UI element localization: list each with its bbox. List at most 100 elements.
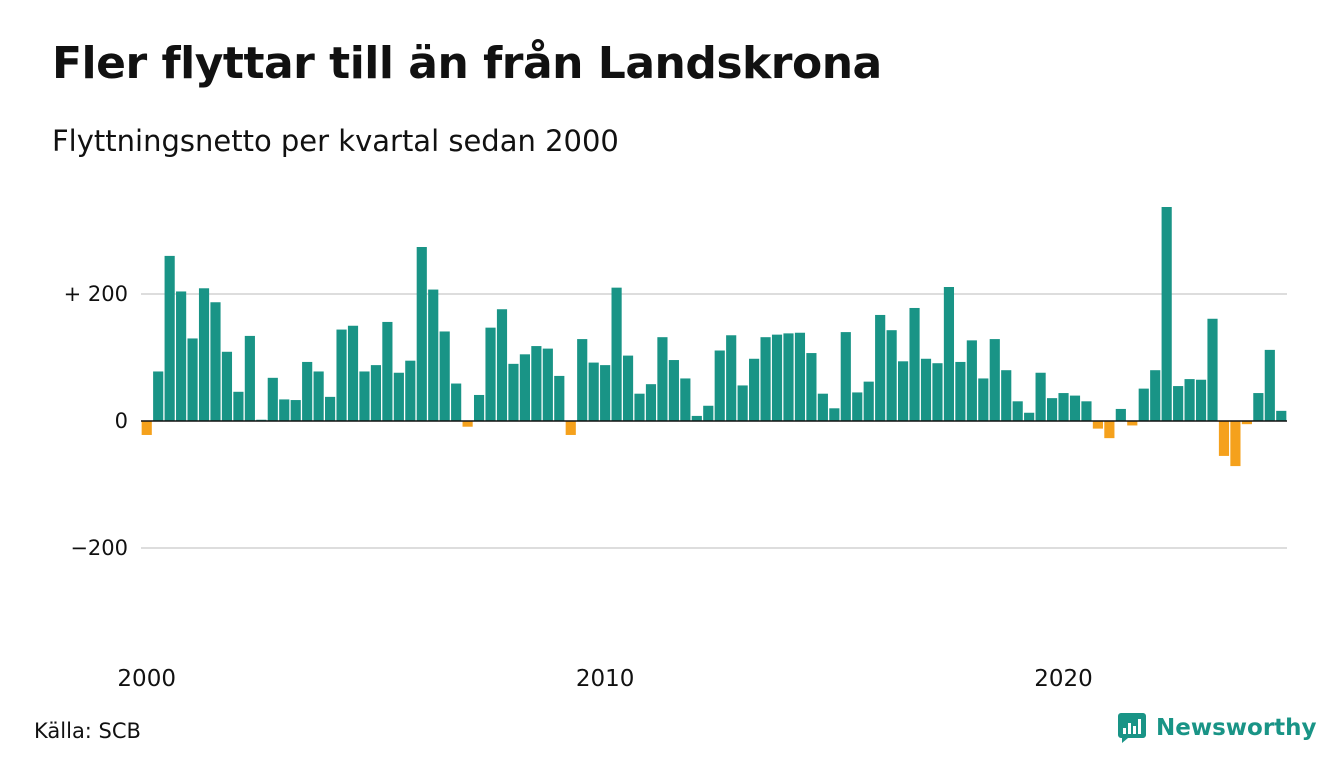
bar	[519, 354, 530, 421]
bar	[760, 337, 771, 421]
bar	[1058, 393, 1069, 421]
bar	[359, 371, 370, 421]
bar	[909, 307, 920, 421]
bar	[634, 393, 645, 421]
bar	[1046, 398, 1058, 421]
bar	[531, 346, 542, 421]
bar	[645, 384, 657, 421]
bar	[1276, 410, 1287, 421]
bar	[955, 361, 966, 421]
bar	[554, 375, 565, 422]
source-note: Källa: SCB	[34, 719, 141, 743]
bar	[382, 321, 393, 421]
bar	[416, 247, 427, 421]
bar	[875, 314, 886, 421]
bar	[680, 378, 691, 421]
bar	[588, 362, 599, 421]
bar	[1081, 401, 1092, 421]
bar	[496, 309, 508, 421]
bar	[577, 339, 588, 421]
bar	[1173, 386, 1184, 421]
bar	[462, 421, 473, 427]
brand-logo: Newsworthy	[1118, 712, 1317, 744]
chart-subtitle: Flyttningsnetto per kvartal sedan 2000	[52, 124, 619, 158]
bar	[1230, 421, 1241, 467]
bar	[279, 399, 290, 421]
bar	[668, 360, 679, 421]
bar	[1161, 207, 1172, 421]
bar	[439, 331, 450, 421]
x-tick-label: 2020	[1034, 666, 1093, 692]
x-tick-label: 2010	[576, 666, 635, 692]
bar	[806, 353, 817, 422]
bar	[989, 339, 1000, 421]
bar	[1069, 395, 1081, 421]
bar	[176, 291, 187, 421]
brand-name: Newsworthy	[1156, 715, 1317, 741]
bar	[347, 325, 359, 421]
bar	[187, 338, 198, 421]
bar	[153, 371, 164, 421]
bar	[886, 330, 897, 421]
bar	[370, 365, 382, 421]
bar	[233, 391, 244, 421]
bar	[1138, 388, 1149, 421]
bar	[863, 381, 874, 421]
bar	[290, 400, 301, 422]
chart-title: Fler flyttar till än från Landskrona	[52, 38, 882, 89]
bar	[691, 415, 702, 421]
bar	[542, 348, 553, 421]
bar	[336, 329, 347, 421]
bar-chart-speech-bubble-icon	[1118, 713, 1146, 743]
bar	[898, 361, 909, 421]
bar	[622, 355, 634, 422]
bar	[943, 287, 955, 421]
bar	[1035, 372, 1046, 421]
bar	[726, 335, 737, 421]
bar	[1024, 412, 1035, 422]
y-tick-label: 0	[115, 409, 128, 433]
bar	[920, 358, 932, 421]
bar	[451, 383, 462, 421]
y-tick-label: + 200	[64, 282, 128, 306]
bar	[703, 405, 714, 421]
bar	[244, 335, 255, 421]
bar	[600, 365, 611, 421]
bar	[749, 358, 760, 421]
bar	[829, 408, 840, 421]
bar	[325, 396, 336, 421]
bar	[1184, 379, 1195, 421]
bar	[221, 351, 233, 421]
bar	[852, 392, 863, 421]
bar	[1104, 421, 1115, 439]
bar	[405, 360, 416, 422]
bar	[932, 363, 943, 421]
bar	[1001, 370, 1012, 421]
bar	[1264, 349, 1275, 421]
bar	[1241, 421, 1252, 425]
bar	[141, 421, 152, 435]
bar	[1218, 421, 1230, 456]
bars	[141, 207, 1287, 467]
bar	[302, 361, 313, 421]
bar	[428, 289, 439, 421]
bar	[198, 288, 210, 421]
bar	[1253, 393, 1264, 421]
x-tick-label: 2000	[117, 666, 176, 692]
bar	[508, 363, 519, 421]
bar	[393, 372, 404, 421]
bar	[565, 421, 576, 435]
bar	[1195, 379, 1207, 421]
bar	[817, 393, 828, 421]
bar	[485, 327, 496, 421]
bar	[657, 337, 668, 421]
bar	[978, 378, 989, 421]
bar	[783, 333, 794, 421]
bar	[473, 394, 485, 421]
bar	[1150, 370, 1161, 421]
y-tick-label: −200	[70, 536, 128, 560]
bar	[794, 332, 806, 422]
bar	[966, 340, 977, 421]
bar	[1207, 318, 1218, 421]
